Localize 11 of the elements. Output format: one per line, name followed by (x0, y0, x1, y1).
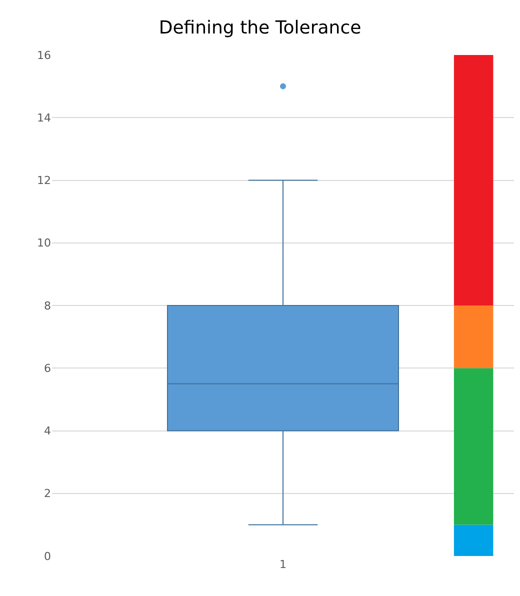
y-tick-label: 16 (37, 48, 51, 62)
y-tick-label: 10 (37, 236, 51, 250)
x-tick-label: 1 (280, 558, 286, 571)
chart-title: Defining the Tolerance (158, 17, 362, 38)
y-tick-label: 4 (44, 424, 51, 438)
y-tick-label: 6 (44, 362, 51, 375)
y-tick-label: 14 (37, 111, 51, 124)
y-tick-label: 0 (44, 550, 51, 563)
y-tick-label: 8 (44, 299, 51, 312)
y-tick-label: 12 (37, 174, 51, 188)
y-tick-label: 2 (44, 487, 51, 500)
